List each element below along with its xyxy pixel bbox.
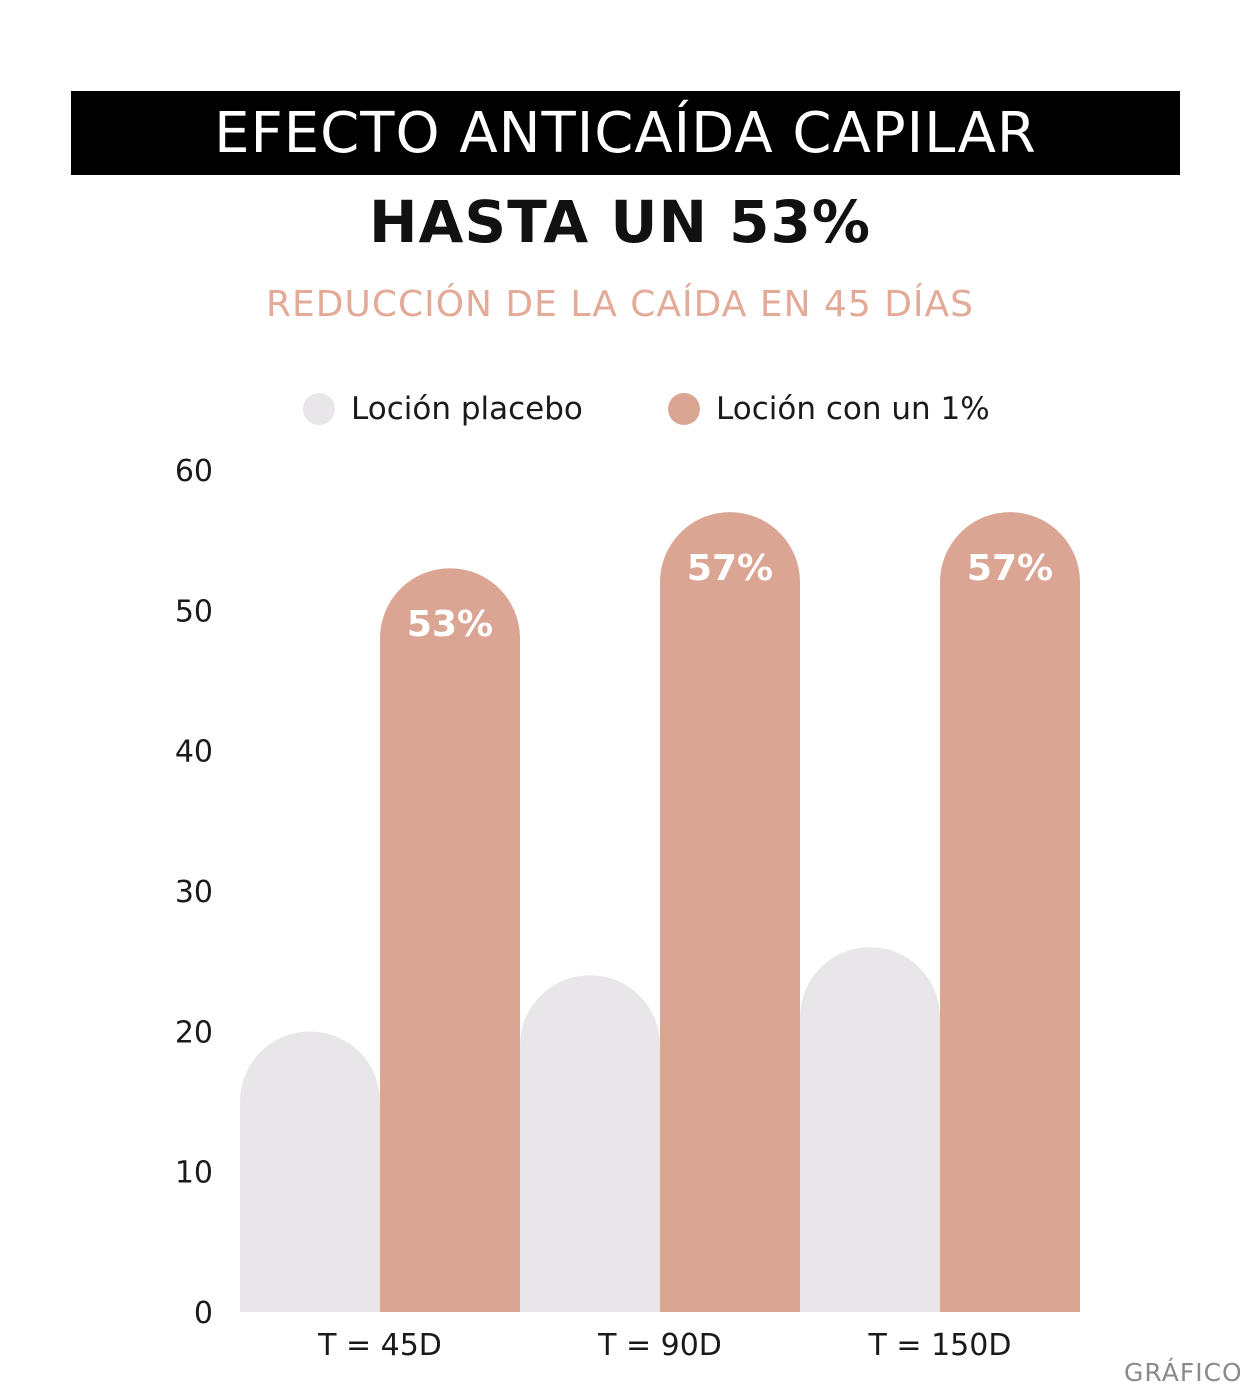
legend-swatch-treatment: [668, 393, 700, 425]
chart-subtitle: REDUCCIÓN DE LA CAÍDA EN 45 DÍAS: [265, 284, 975, 325]
bar-placebo: [800, 947, 940, 1312]
legend-label-placebo: Loción placebo: [351, 391, 583, 427]
bar-placebo: [240, 1031, 380, 1312]
bar-treatment: [380, 568, 520, 1312]
legend-swatch-placebo: [303, 393, 335, 425]
y-tick-label: 30: [175, 875, 213, 910]
bar-treatment: [660, 512, 800, 1312]
bar-value-label: 53%: [407, 604, 493, 645]
chart-title: EFECTO ANTICAÍDA CAPILAR: [214, 100, 1037, 166]
x-tick-label: T = 45D: [317, 1328, 442, 1363]
y-tick-label: 10: [175, 1156, 213, 1191]
bar-value-label: 57%: [967, 548, 1053, 589]
bar-treatment: [940, 512, 1080, 1312]
legend-item-placebo: Loción placebo: [303, 389, 583, 429]
legend-label-treatment: Loción con un 1%: [716, 391, 990, 427]
x-tick-label: T = 90D: [597, 1328, 722, 1363]
y-tick-label: 40: [175, 735, 213, 770]
bar-value-label: 57%: [687, 548, 773, 589]
legend-item-treatment: Loción con un 1%: [668, 389, 990, 429]
y-tick-label: 60: [175, 454, 213, 489]
headline: HASTA UN 53%: [369, 188, 871, 256]
y-tick-label: 50: [175, 594, 213, 629]
bar-placebo: [520, 975, 660, 1312]
y-tick-label: 20: [175, 1015, 213, 1050]
footer-credit: GRÁFICO: [1124, 1358, 1240, 1387]
y-tick-label: 0: [194, 1296, 213, 1331]
x-tick-label: T = 150D: [868, 1328, 1012, 1363]
title-bar: EFECTO ANTICAÍDA CAPILAR: [71, 91, 1180, 175]
